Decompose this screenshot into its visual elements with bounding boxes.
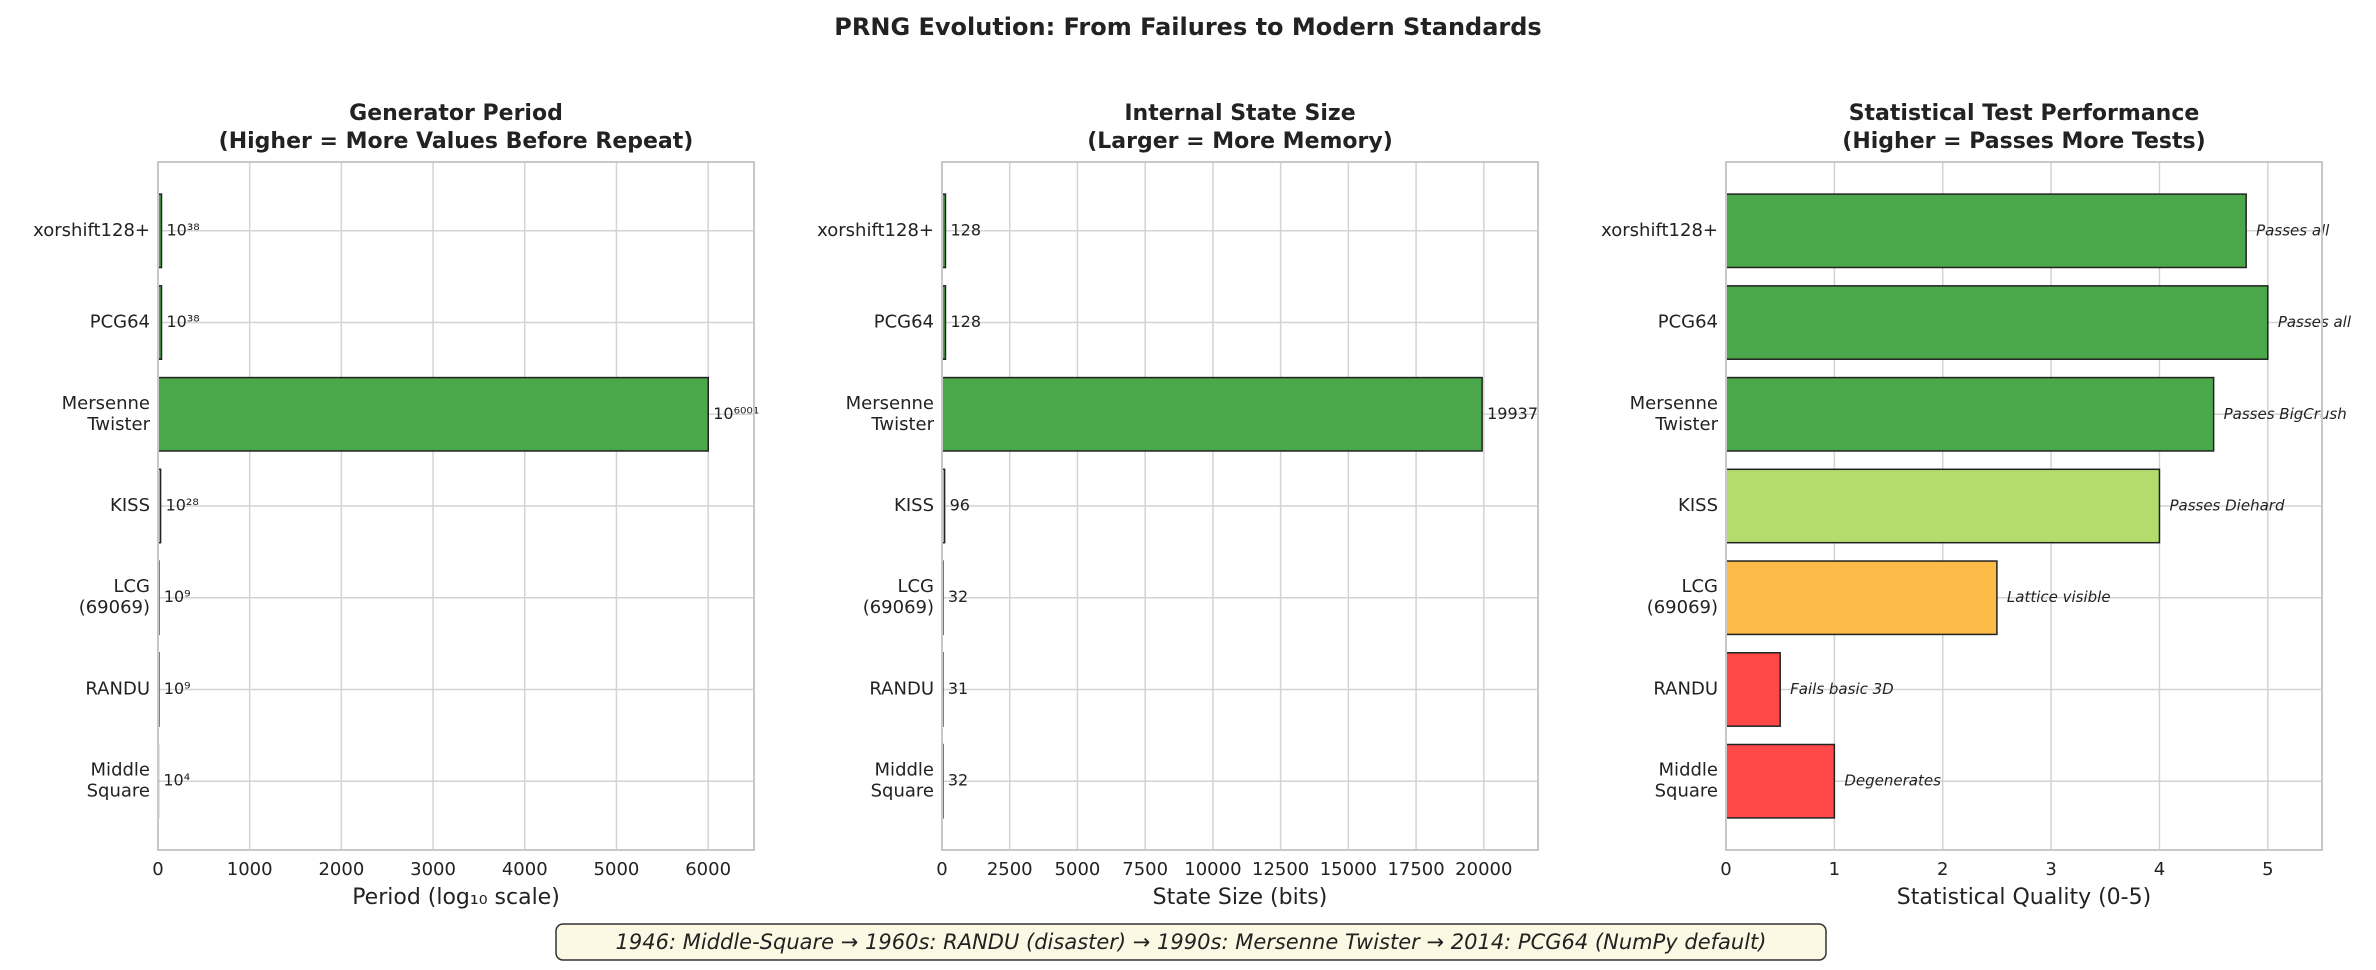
value-label: 10⁹: [164, 587, 191, 606]
x-tick-label: 1000: [227, 859, 273, 880]
x-tick-label: 3: [2045, 859, 2056, 880]
x-tick-label: 4000: [502, 859, 548, 880]
y-tick-label: Middle Square: [87, 760, 150, 802]
x-tick-label: 15000: [1320, 859, 1377, 880]
value-label: 32: [948, 771, 968, 790]
subplot-title: Internal State Size (Larger = More Memory…: [1087, 101, 1393, 154]
footnote-box: [555, 923, 1827, 961]
axes-frame: [157, 161, 755, 851]
y-tick-label: xorshift128+: [1601, 220, 1718, 241]
y-tick-label: xorshift128+: [33, 220, 150, 241]
y-tick-label: PCG64: [1658, 312, 1718, 333]
y-tick-label: Middle Square: [871, 760, 934, 802]
y-tick-label: LCG (69069): [79, 576, 150, 618]
value-label: 128: [950, 312, 981, 331]
x-tick-label: 3000: [410, 859, 456, 880]
value-label: 31: [948, 679, 968, 698]
value-label: 128: [950, 220, 981, 239]
bar: [1725, 560, 1998, 636]
value-label: 19937: [1487, 404, 1538, 423]
x-axis-label: State Size (bits): [1153, 885, 1328, 910]
bar: [1725, 468, 2161, 544]
x-tick-label: 5: [2262, 859, 2273, 880]
y-tick-label: KISS: [110, 495, 150, 516]
y-tick-label: PCG64: [874, 312, 934, 333]
x-axis-label: Statistical Quality (0-5): [1897, 885, 2151, 910]
annotation: Lattice visible: [2007, 588, 2111, 606]
annotation: Passes BigCrush: [2224, 405, 2347, 423]
y-tick-label: RANDU: [85, 678, 150, 699]
y-tick-label: LCG (69069): [863, 576, 934, 618]
y-tick-label: KISS: [1678, 495, 1718, 516]
annotation: Fails basic 3D: [1790, 680, 1894, 698]
axes-frame: [1725, 161, 2323, 851]
x-tick-label: 1: [1829, 859, 1840, 880]
x-tick-label: 17500: [1387, 859, 1444, 880]
y-tick-label: xorshift128+: [817, 220, 934, 241]
figure-title: PRNG Evolution: From Failures to Modern …: [834, 13, 1541, 41]
value-label: 32: [948, 587, 968, 606]
bar: [941, 376, 1483, 452]
bar: [157, 376, 709, 452]
bar: [1725, 652, 1781, 727]
x-tick-label: 2000: [318, 859, 364, 880]
x-tick-label: 0: [152, 859, 163, 880]
x-tick-label: 5000: [594, 859, 640, 880]
value-label: 96: [950, 496, 970, 515]
subplot-title: Statistical Test Performance (Higher = Pa…: [1842, 101, 2205, 154]
bar: [1725, 285, 2269, 360]
x-axis-label: Period (log₁₀ scale): [352, 885, 560, 910]
value-label: 10³⁸: [166, 220, 199, 239]
x-tick-label: 0: [1720, 859, 1731, 880]
value-label: 10³⁸: [166, 312, 199, 331]
x-tick-label: 10000: [1184, 859, 1241, 880]
annotation: Passes all: [2256, 221, 2330, 239]
subplot-title: Generator Period (Higher = More Values Be…: [219, 101, 694, 154]
x-tick-label: 6000: [685, 859, 731, 880]
y-tick-label: LCG (69069): [1647, 576, 1718, 618]
x-tick-label: 5000: [1055, 859, 1101, 880]
annotation: Degenerates: [1844, 772, 1941, 790]
x-tick-label: 2: [1937, 859, 1948, 880]
y-tick-label: Mersenne Twister: [846, 393, 935, 435]
x-tick-label: 2500: [987, 859, 1033, 880]
y-tick-label: Mersenne Twister: [62, 393, 151, 435]
value-label: 10⁶⁰⁰¹: [713, 404, 759, 423]
y-tick-label: KISS: [894, 495, 934, 516]
y-tick-label: PCG64: [90, 312, 150, 333]
bar: [1725, 193, 2247, 269]
bar: [1725, 376, 2215, 452]
bar: [1725, 743, 1836, 819]
y-tick-label: RANDU: [869, 678, 934, 699]
value-label: 10⁴: [163, 771, 190, 790]
value-label: 10⁹: [164, 679, 191, 698]
y-tick-label: Mersenne Twister: [1630, 393, 1719, 435]
annotation: Passes all: [2278, 313, 2352, 331]
x-tick-label: 12500: [1252, 859, 1309, 880]
y-tick-label: Middle Square: [1655, 760, 1718, 802]
y-tick-label: RANDU: [1653, 678, 1718, 699]
x-tick-label: 20000: [1455, 859, 1512, 880]
x-tick-label: 4: [2154, 859, 2165, 880]
x-tick-label: 7500: [1122, 859, 1168, 880]
axes-frame: [941, 161, 1539, 851]
x-tick-label: 0: [936, 859, 947, 880]
value-label: 10²⁸: [166, 496, 199, 515]
annotation: Passes Diehard: [2169, 497, 2284, 515]
footnote: 1946: Middle-Square → 1960s: RANDU (disa…: [616, 930, 1767, 954]
